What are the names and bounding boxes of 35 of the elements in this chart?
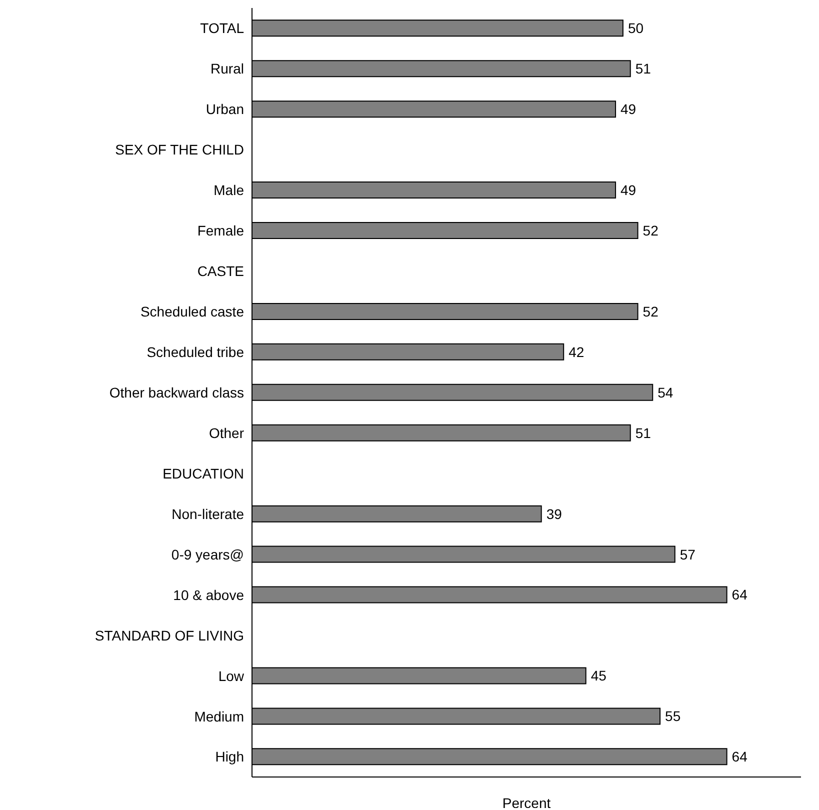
y-tick-label: Medium [194,708,244,724]
y-tick-label: Urban [206,101,244,118]
y-tick-label: Low [218,668,245,684]
y-tick-label: Scheduled tribe [146,344,244,360]
data-label: 57 [680,546,696,562]
data-label: 64 [732,748,748,765]
data-label: 39 [546,506,562,522]
y-tick-label: Female [197,222,244,239]
data-label: 49 [620,182,636,198]
data-label: 49 [620,101,636,118]
y-tick-label: High [215,748,244,765]
y-tick-label: TOTAL [200,20,244,36]
data-label: 55 [665,708,681,724]
y-tick-label: Other [208,424,244,441]
data-label: 51 [635,60,652,77]
data-label: 52 [642,303,659,320]
y-tick-label: 0-9 years@ [171,546,244,562]
y-tick-label: STANDARD OF LIVING [94,627,244,644]
y-tick-label: Male [214,182,244,198]
data-label: 42 [568,344,584,360]
data-label: 45 [590,668,607,684]
data-label: 51 [635,424,652,441]
y-tick-label: Other backward class [109,384,244,400]
y-tick-label: EDUCATION [162,465,244,482]
y-tick-label: SEX OF THE CHILD [115,142,244,158]
x-axis-title: Percent [502,795,551,810]
y-tick-label: CASTE [197,263,244,280]
data-label: 50 [628,20,644,36]
y-tick-label: 10 & above [173,586,244,603]
data-label: 64 [732,586,748,603]
y-tick-label: Scheduled caste [140,304,244,320]
data-label: 54 [658,384,674,400]
y-tick-label: Rural [210,60,244,77]
y-tick-label: Non-literate [172,506,244,522]
data-label: 52 [642,222,659,238]
